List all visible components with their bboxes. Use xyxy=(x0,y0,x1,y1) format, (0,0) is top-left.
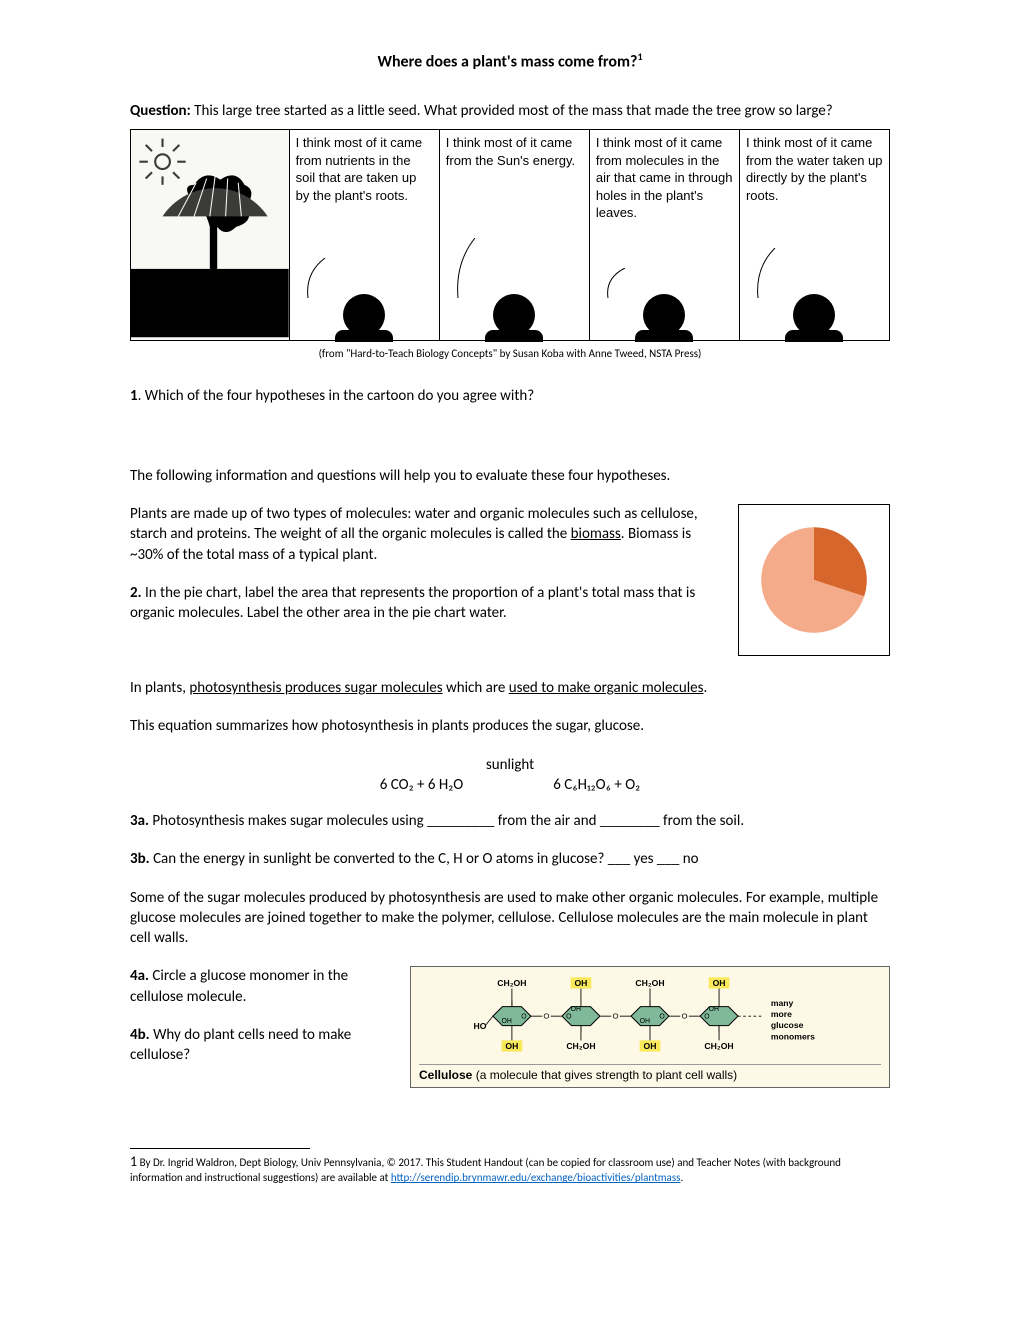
cellulose-caption: Cellulose (a molecule that gives strengt… xyxy=(419,1064,881,1083)
svg-text:OH: OH xyxy=(574,978,587,988)
cartoon-cell-1: I think most of it came from nutrients i… xyxy=(290,130,440,340)
svg-text:O: O xyxy=(566,1014,572,1021)
page-title: Where does a plant's mass come from?1 xyxy=(130,50,890,73)
svg-text:glucose: glucose xyxy=(771,1021,804,1031)
ps-a: In plants, xyxy=(130,679,189,697)
q4a-text: Circle a glucose monomer in the cellulos… xyxy=(130,967,348,1005)
pie-chart xyxy=(738,504,890,656)
q1: 1. Which of the four hypotheses in the c… xyxy=(130,386,890,406)
ps-u1: photosynthesis produces sugar molecules xyxy=(189,679,442,697)
ps-tail: . xyxy=(704,679,708,697)
speech-1: I think most of it came from nutrients i… xyxy=(296,134,433,204)
q4a: 4a. Circle a glucose monomer in the cell… xyxy=(130,966,390,1007)
cartoon-caption: (from "Hard-to-Teach Biology Concepts" b… xyxy=(130,347,890,362)
cartoon-row: I think most of it came from nutrients i… xyxy=(130,129,890,341)
intro2: The following information and questions … xyxy=(130,466,890,486)
svg-text:O: O xyxy=(682,1012,688,1021)
q1-label: 1 xyxy=(130,387,138,405)
shoulder-icon xyxy=(485,330,543,342)
q4b-text: Why do plant cells need to make cellulos… xyxy=(130,1026,351,1064)
title-text: Where does a plant's mass come from? xyxy=(377,52,637,71)
svg-text:O: O xyxy=(521,1014,527,1021)
cell-cap-bold: Cellulose xyxy=(419,1068,472,1082)
svg-text:OH: OH xyxy=(505,1041,518,1051)
svg-text:many: many xyxy=(771,998,794,1008)
svg-text:more: more xyxy=(771,1009,792,1019)
equation-intro: This equation summarizes how photosynthe… xyxy=(130,716,890,736)
cellulose-diagram: OCH₂OHOHOHOOHCH₂OHOHOCH₂OHOHOHOOHCH₂OHOH… xyxy=(410,966,890,1088)
cartoon-cell-2: I think most of it came from the Sun's e… xyxy=(440,130,590,340)
equation: sunlight 6 CO₂ + 6 H₂O 6 C₆H₁₂O₆ + O₂ xyxy=(130,755,890,796)
q2-label: 2. xyxy=(130,584,142,602)
q1-text: . Which of the four hypotheses in the ca… xyxy=(138,387,535,405)
q3b-text: Can the energy in sunlight be converted … xyxy=(150,850,699,868)
svg-text:CH₂OH: CH₂OH xyxy=(566,1041,595,1051)
svg-text:OH: OH xyxy=(502,1018,512,1025)
biomass-para: Plants are made up of two types of molec… xyxy=(130,504,720,565)
svg-text:OH: OH xyxy=(709,1006,719,1013)
svg-text:O: O xyxy=(543,1012,549,1021)
q4b: 4b. Why do plant cells need to make cell… xyxy=(130,1025,390,1066)
shoulder-icon xyxy=(635,330,693,342)
svg-text:O: O xyxy=(612,1012,618,1021)
eq-top: sunlight xyxy=(130,755,890,775)
footnote-mark: 1 xyxy=(637,50,642,63)
q3a-text: Photosynthesis makes sugar molecules usi… xyxy=(149,812,744,830)
svg-text:OH: OH xyxy=(644,1041,657,1051)
question-intro: Question: This large tree started as a l… xyxy=(130,101,890,121)
svg-text:OH: OH xyxy=(571,1006,581,1013)
question-label: Question: xyxy=(130,102,191,120)
q3a: 3a. Photosynthesis makes sugar molecules… xyxy=(130,811,890,831)
q3b-label: 3b. xyxy=(130,850,150,868)
cell-cap-rest: (a molecule that gives strength to plant… xyxy=(472,1068,737,1082)
cellulose-row: 4a. Circle a glucose monomer in the cell… xyxy=(130,966,890,1088)
svg-text:O: O xyxy=(659,1014,665,1021)
footnote-tail: . xyxy=(680,1171,683,1184)
speech-2: I think most of it came from the Sun's e… xyxy=(446,134,583,169)
svg-text:monomers: monomers xyxy=(771,1032,815,1042)
q3b: 3b. Can the energy in sunlight be conver… xyxy=(130,849,890,869)
biomass-underline: biomass xyxy=(571,525,621,543)
cellulose-para: Some of the sugar molecules produced by … xyxy=(130,888,890,949)
svg-text:CH₂OH: CH₂OH xyxy=(635,978,664,988)
speech-4: I think most of it came from the water t… xyxy=(746,134,883,204)
cartoon-cell-4: I think most of it came from the water t… xyxy=(740,130,889,340)
footnote: 1 By Dr. Ingrid Waldron, Dept Biology, U… xyxy=(130,1153,890,1185)
q4b-label: 4b. xyxy=(130,1026,150,1044)
svg-text:O: O xyxy=(704,1014,710,1021)
q2-text: In the pie chart, label the area that re… xyxy=(130,584,695,622)
shoulder-icon xyxy=(335,330,393,342)
footnote-rule xyxy=(130,1148,310,1149)
q2: 2. In the pie chart, label the area that… xyxy=(130,583,720,624)
cartoon-tree-panel xyxy=(131,130,290,340)
svg-text:HO: HO xyxy=(473,1021,486,1031)
ps-u2: used to make organic molecules xyxy=(509,679,704,697)
biomass-section: Plants are made up of two types of molec… xyxy=(130,504,890,656)
svg-text:CH₂OH: CH₂OH xyxy=(704,1041,733,1051)
shoulder-icon xyxy=(785,330,843,342)
cartoon-cell-3: I think most of it came from molecules i… xyxy=(590,130,740,340)
svg-text:CH₂OH: CH₂OH xyxy=(497,978,526,988)
q3a-label: 3a. xyxy=(130,812,149,830)
svg-text:OH: OH xyxy=(640,1018,650,1025)
photosynthesis-line: In plants, photosynthesis produces sugar… xyxy=(130,678,890,698)
eq-right: 6 C₆H₁₂O₆ + O₂ xyxy=(553,775,640,795)
footnote-link[interactable]: http://serendip.brynmawr.edu/exchange/bi… xyxy=(391,1171,681,1184)
q4a-label: 4a. xyxy=(130,967,149,985)
svg-text:OH: OH xyxy=(713,978,726,988)
ps-mid: which are xyxy=(443,679,509,697)
speech-3: I think most of it came from molecules i… xyxy=(596,134,733,222)
eq-left: 6 CO₂ + 6 H₂O xyxy=(380,775,463,795)
question-text: This large tree started as a little seed… xyxy=(191,102,833,120)
